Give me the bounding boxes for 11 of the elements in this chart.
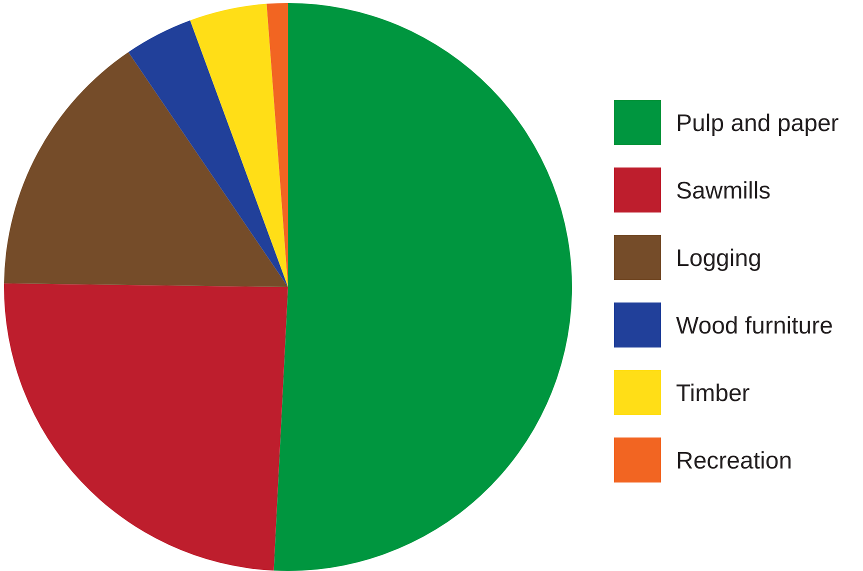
- legend-label: Recreation: [676, 448, 792, 474]
- legend-label: Pulp and paper: [676, 110, 839, 137]
- pie-slice: [274, 3, 572, 571]
- pie-slice: [4, 283, 288, 571]
- legend-label: Sawmills: [676, 178, 771, 204]
- pie-slice: [128, 20, 288, 287]
- legend-label: Timber: [676, 380, 750, 407]
- pie-slice: [4, 52, 288, 287]
- legend-label: Logging: [676, 245, 762, 272]
- legend-label: Wood furniture: [676, 312, 833, 340]
- pie-slice: [190, 4, 288, 287]
